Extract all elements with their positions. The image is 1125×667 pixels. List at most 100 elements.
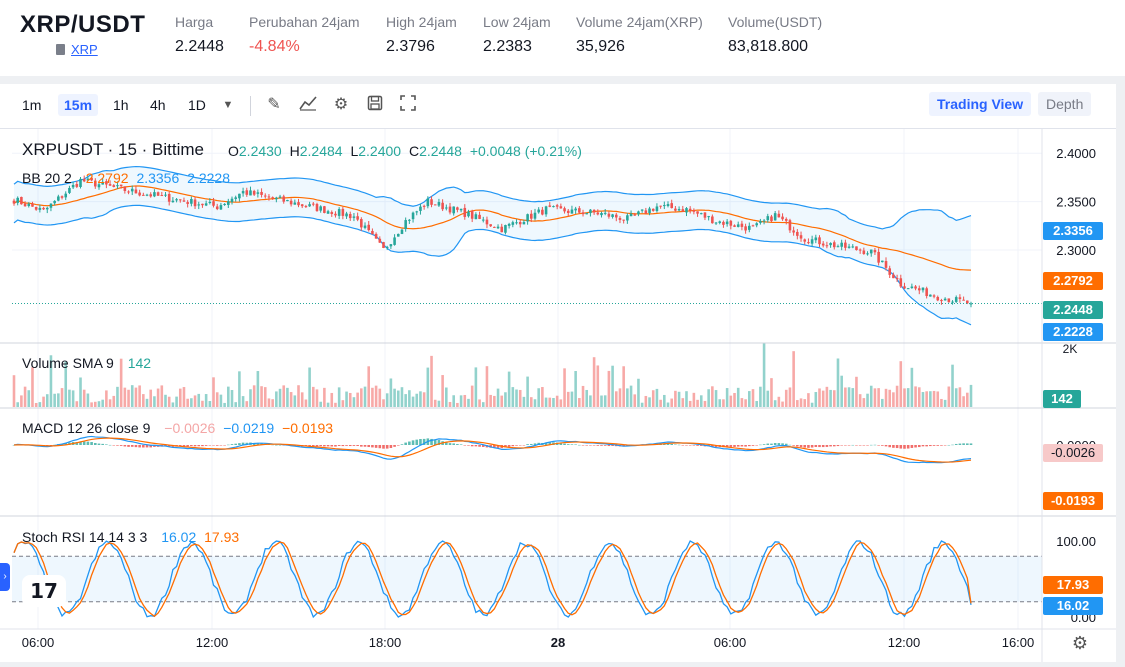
candle-body <box>127 191 130 193</box>
volume-bar <box>27 390 31 407</box>
ohlc-l-label: L <box>350 143 359 159</box>
macd-histogram-bar <box>725 445 729 447</box>
settings-gear-icon[interactable]: ⚙ <box>1071 633 1089 653</box>
volume-bar <box>57 393 60 407</box>
macd-histogram-bar <box>858 445 862 446</box>
tab-depth[interactable]: Depth <box>1038 92 1092 116</box>
volume-bar <box>467 398 470 407</box>
volume-bar <box>962 396 965 407</box>
macd-histogram-bar <box>803 445 807 448</box>
chevron-down-icon[interactable]: ▼ <box>222 99 234 111</box>
volume-bar <box>796 400 799 407</box>
timeframe-1d[interactable]: 1D <box>188 97 206 113</box>
volume-bar <box>552 398 555 407</box>
volume-bar <box>12 375 16 407</box>
macd-legend: MACD 12 26 close 9 −0.0026 −0.0219 −0.01… <box>22 420 337 436</box>
save-icon[interactable] <box>365 95 385 115</box>
macd-histogram-bar <box>127 445 130 447</box>
stat-value: 2.3796 <box>386 38 435 55</box>
candle-body <box>792 230 795 233</box>
timeframe-1m[interactable]: 1m <box>22 97 42 113</box>
ohlc-legend: O2.2430 H2.2484 L2.2400 C2.2448 +0.0048 … <box>228 143 586 159</box>
macd-histogram-bar <box>415 439 419 445</box>
candle-body <box>167 193 171 202</box>
macd-histogram-bar <box>145 445 149 448</box>
candle-body <box>197 204 201 206</box>
candle-body <box>201 203 204 206</box>
volume-bar <box>507 371 511 407</box>
time-tick-label: 06:00 <box>714 635 747 650</box>
macd-histogram-bar <box>330 445 334 447</box>
candle-body <box>171 200 175 203</box>
macd-histogram-bar <box>219 445 223 446</box>
candle-body <box>481 219 485 221</box>
candle-body <box>855 246 858 251</box>
macd-histogram-bar <box>12 445 16 446</box>
candle-body <box>467 211 470 217</box>
volume-bar <box>903 388 906 407</box>
macd-histogram-bar <box>419 439 422 445</box>
axis-label-bb-lower: 2.2228 <box>1043 323 1103 341</box>
coin-link[interactable]: XRP <box>56 42 98 57</box>
candle-body <box>511 222 515 225</box>
volume-bar <box>227 386 230 407</box>
timeframe-1h[interactable]: 1h <box>113 97 129 113</box>
candle-body <box>803 239 807 242</box>
line-chart-icon[interactable] <box>298 95 318 115</box>
volume-bar <box>574 371 577 407</box>
stat-label: Perubahan 24jam <box>249 14 360 30</box>
candle-body <box>888 268 892 275</box>
volume-bar <box>297 385 300 407</box>
candle-body <box>79 178 82 187</box>
candle-body <box>130 188 134 192</box>
candle-body <box>744 226 747 231</box>
chart-canvas[interactable]: 06:00 12:00 18:00 28 06:00 12:00 16:00 2.4000 2.… <box>0 129 1116 662</box>
candle-body <box>378 238 382 243</box>
volume-bar <box>493 395 496 407</box>
fullscreen-icon[interactable] <box>398 95 418 115</box>
volume-bar <box>640 402 644 407</box>
candle-body <box>396 233 400 237</box>
volume-bar <box>925 391 928 407</box>
chart-area[interactable]: 06:00 12:00 18:00 28 06:00 12:00 16:00 2.4000 2.… <box>0 129 1116 662</box>
macd-histogram-bar <box>677 444 681 446</box>
expand-panel-tab[interactable]: › <box>0 563 10 591</box>
macd-histogram-bar <box>396 445 400 446</box>
tab-trading-view[interactable]: Trading View <box>929 92 1032 116</box>
macd-histogram-bar <box>951 444 954 446</box>
volume-bar <box>49 355 53 407</box>
candle-body <box>677 209 681 211</box>
macd-histogram-bar <box>884 445 888 447</box>
macd-histogram-bar <box>445 441 448 445</box>
timeframe-4h[interactable]: 4h <box>150 97 166 113</box>
macd-histogram-bar <box>223 445 226 446</box>
volume-bar <box>895 385 899 407</box>
candle-body <box>470 210 474 219</box>
volume-bar <box>940 398 943 407</box>
volume-bar <box>426 367 430 407</box>
candle-body <box>566 210 570 213</box>
candle-body <box>940 300 943 302</box>
candle-body <box>97 184 101 188</box>
candle-body <box>223 203 226 205</box>
pen-icon[interactable]: ✎ <box>267 96 281 113</box>
volume-bar <box>947 386 951 407</box>
macd-histogram-bar <box>821 445 825 448</box>
candle-body <box>175 199 178 201</box>
macd-histogram-bar <box>212 445 215 446</box>
macd-histogram-bar <box>411 440 415 445</box>
macd-histogram-bar <box>149 445 153 448</box>
macd-signal-line <box>13 437 972 463</box>
coin-link-label[interactable]: XRP <box>71 42 98 57</box>
candle-body <box>164 194 167 196</box>
candle-body <box>766 216 770 221</box>
macd-histogram-bar <box>408 441 411 445</box>
volume-bar <box>958 387 962 407</box>
gear-icon[interactable]: ⚙ <box>333 96 349 113</box>
volume-bar <box>241 396 245 407</box>
macd-histogram-bar <box>245 442 249 445</box>
ohlc-open: 2.2430 <box>238 143 282 159</box>
candle-body <box>507 223 511 226</box>
timeframe-15m[interactable]: 15m <box>58 94 99 116</box>
volume-bar <box>452 395 455 407</box>
